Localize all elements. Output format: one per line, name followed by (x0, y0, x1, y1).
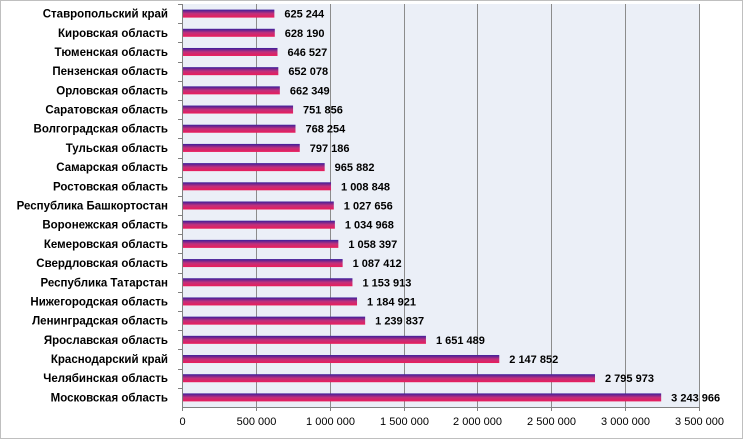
bars (183, 9, 662, 402)
labels: 0 500 000 1 000 000 1 500 000 2 000 000 2 500… (17, 9, 724, 428)
data-label: 1 034 968 (345, 220, 394, 232)
data-label: 625 244 (284, 9, 325, 21)
x-tick-label: 500 000 (237, 416, 277, 428)
bar (183, 278, 353, 287)
data-label: 797 186 (310, 143, 350, 155)
category-label: Ленинградская область (32, 316, 168, 328)
category-label: Ставропольский край (43, 9, 168, 21)
x-tick-label: 1 000 000 (306, 416, 355, 428)
bar (183, 355, 500, 364)
bar (183, 182, 332, 191)
category-label: Кировская область (58, 28, 168, 40)
data-label: 3 243 966 (671, 392, 720, 404)
data-label: 628 190 (285, 28, 325, 40)
data-label: 1 651 489 (436, 335, 485, 347)
bar (183, 28, 275, 37)
data-label: 1 239 837 (375, 316, 424, 328)
category-label: Краснодарский край (51, 354, 168, 366)
bar (183, 335, 426, 344)
category-label: Орловская область (56, 85, 168, 97)
data-label: 2 147 852 (509, 354, 558, 366)
bar (183, 220, 335, 229)
category-label: Ростовская область (53, 181, 168, 193)
data-label: 1 087 412 (353, 258, 402, 270)
x-tick-label: 2 000 000 (453, 416, 502, 428)
bar (183, 316, 366, 325)
category-label: Саратовская область (45, 105, 168, 117)
category-label: Воронежская область (42, 220, 168, 232)
category-label: Нижегородская область (30, 296, 168, 308)
bar (183, 124, 296, 133)
bar (183, 9, 275, 18)
data-label: 2 795 973 (605, 373, 654, 385)
x-tick-label: 2 500 000 (527, 416, 576, 428)
category-label: Самарская область (56, 162, 168, 174)
bar (183, 67, 279, 76)
bar (183, 374, 596, 383)
bar (183, 259, 343, 268)
bar (183, 47, 278, 56)
category-label: Тульская область (66, 143, 168, 155)
bar (183, 393, 662, 402)
category-label: Республика Татарстан (41, 277, 169, 289)
category-label: Республика Башкортостан (17, 201, 168, 213)
bar (183, 163, 325, 172)
bar (183, 239, 339, 248)
category-label: Кемеровская область (44, 239, 168, 251)
data-label: 1 008 848 (341, 181, 390, 193)
category-label: Волгоградская область (34, 124, 168, 136)
category-label: Свердловская область (36, 258, 168, 270)
data-label: 662 349 (290, 85, 330, 97)
category-label: Тюменская область (55, 47, 168, 59)
category-label: Пензенская область (52, 66, 168, 78)
x-tick-label: 3 500 000 (675, 416, 724, 428)
data-label: 1 184 921 (367, 296, 416, 308)
x-tick-label: 0 (179, 416, 185, 428)
x-tick-label: 3 000 000 (601, 416, 650, 428)
data-label: 1 153 913 (362, 277, 411, 289)
bar (183, 201, 334, 210)
data-label: 1 058 397 (348, 239, 397, 251)
axes (178, 4, 700, 411)
bar (183, 86, 280, 95)
data-label: 646 527 (288, 47, 328, 59)
data-label: 768 254 (305, 124, 346, 136)
bar (183, 143, 300, 152)
data-label: 751 856 (303, 105, 343, 117)
x-tick-label: 1 500 000 (380, 416, 429, 428)
category-label: Ярославская область (44, 335, 168, 347)
data-label: 1 027 656 (344, 201, 393, 213)
data-label: 965 882 (335, 162, 375, 174)
data-label: 652 078 (288, 66, 328, 78)
bar (183, 105, 294, 114)
category-label: Московская область (51, 392, 168, 404)
category-label: Челябинская область (43, 373, 168, 385)
bar (183, 297, 358, 306)
